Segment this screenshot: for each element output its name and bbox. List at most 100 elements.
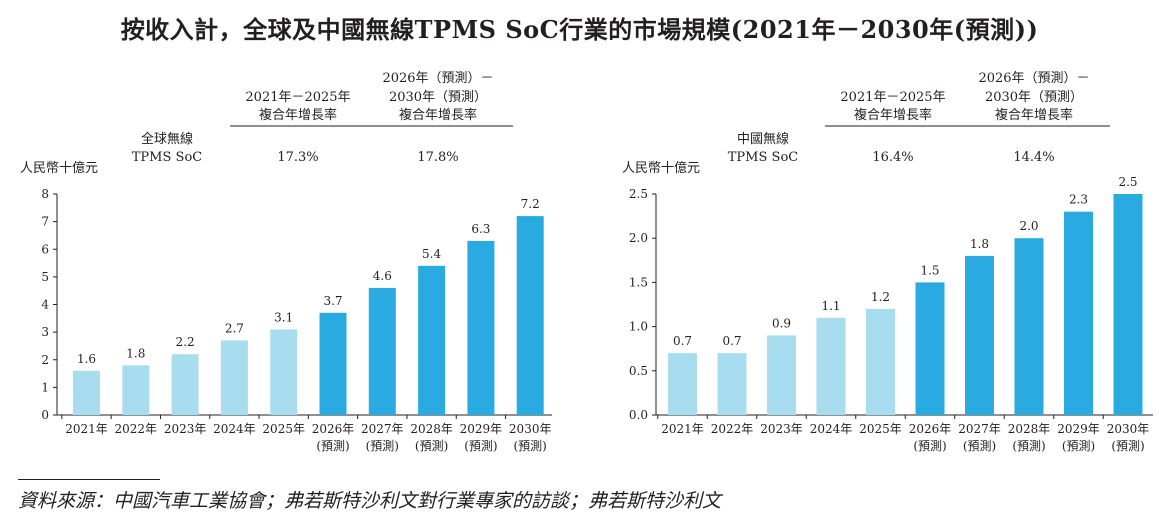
bar-2021年 (73, 370, 100, 415)
x-tick-label: 2026年 (909, 422, 952, 436)
bar-value-label: 3.7 (323, 294, 342, 308)
bar-value-label: 4.6 (373, 269, 392, 283)
bar-2024年 (220, 340, 248, 415)
x-tick-label: 2021年 (65, 422, 108, 436)
y-tick-label: 3 (41, 325, 49, 339)
bar-value-label: 6.3 (471, 222, 490, 236)
bar-2030年 (516, 216, 544, 415)
bar-2029年 (1064, 211, 1093, 415)
x-tick-label: 2027年 (361, 422, 404, 436)
segment-label-line2: TPMS SoC (132, 150, 202, 165)
y-tick-label: 0 (41, 408, 49, 422)
bar-2021年 (668, 353, 697, 415)
bar-2028年 (1014, 238, 1044, 415)
x-tick-label: 2021年 (661, 422, 704, 436)
cagr-header-period1-line2: 複合年增長率 (854, 107, 932, 123)
x-tick-label: 2025年 (859, 422, 902, 436)
x-tick-label: 2030年 (1107, 422, 1150, 436)
cagr-value-period1: 17.3% (277, 150, 318, 165)
segment-label-line1: 全球無線 (141, 131, 193, 147)
bar-2027年 (965, 255, 994, 415)
x-tick-label: 2028年 (410, 422, 453, 436)
bar-value-label: 0.9 (772, 316, 791, 330)
x-tick-label: 2029年 (460, 422, 503, 436)
cagr-header-period1-line2: 複合年增長率 (259, 107, 337, 123)
y-tick-label: 1.5 (629, 275, 648, 289)
bar-value-label: 1.5 (920, 263, 939, 277)
bar-value-label: 2.5 (1118, 175, 1137, 189)
bar-2023年 (171, 354, 199, 415)
x-tick-label: 2023年 (760, 422, 803, 436)
bar-value-label: 0.7 (722, 334, 741, 348)
bar-2023年 (767, 335, 796, 415)
y-axis-label: 人民幣十億元 (622, 160, 700, 176)
cagr-value-period2: 17.8% (417, 150, 458, 165)
y-tick-label: 1 (41, 380, 49, 394)
bar-2028年 (418, 265, 446, 415)
page-title: 按收入計，全球及中國無線TPMS SoC行業的市場規模(2021年－2030年(… (120, 15, 1039, 44)
x-tick-sublabel: (預測) (464, 439, 497, 453)
bar-2025年 (270, 329, 298, 415)
cagr-header-period2-line1: 2026年（預測）－ (978, 71, 1089, 86)
bar-2024年 (816, 317, 846, 415)
y-tick-label: 4 (41, 298, 49, 312)
cagr-header-period1-line1: 2021年－2025年 (245, 90, 350, 105)
y-tick-label: 6 (41, 242, 49, 256)
bar-2022年 (122, 365, 150, 415)
footnote-divider (18, 479, 160, 480)
bar-value-label: 1.1 (821, 299, 840, 313)
bar-value-label: 3.1 (274, 310, 293, 324)
segment-label-line1: 中國無線 (737, 131, 789, 147)
x-tick-sublabel: (預測) (963, 439, 996, 453)
x-tick-label: 2030年 (509, 422, 552, 436)
cagr-header-period2-line3: 複合年增長率 (995, 107, 1073, 123)
bar-2027年 (368, 287, 396, 415)
bar-value-label: 5.4 (422, 247, 441, 261)
bar-2022年 (717, 353, 747, 415)
y-tick-label: 7 (41, 215, 49, 229)
y-tick-label: 2 (41, 353, 49, 367)
x-tick-label: 2025年 (262, 422, 305, 436)
x-tick-label: 2027年 (958, 422, 1001, 436)
y-axis-label: 人民幣十億元 (20, 160, 98, 176)
bar-value-label: 2.7 (225, 321, 244, 335)
x-tick-sublabel: (預測) (913, 439, 946, 453)
bar-value-label: 1.2 (871, 290, 890, 304)
bar-2029年 (467, 240, 495, 415)
chart-china-market-size: 2026年（預測）－ 2030年（預測） 複合年增長率 2021年－2025年複合年增… (622, 71, 1153, 453)
x-tick-label: 2022年 (115, 422, 158, 436)
cagr-header-period2-line1: 2026年（預測）－ (382, 71, 493, 86)
x-tick-label: 2026年 (312, 422, 355, 436)
bar-value-label: 7.2 (521, 197, 540, 211)
bar-value-label: 2.3 (1069, 193, 1088, 207)
bar-2030年 (1113, 194, 1143, 415)
y-tick-label: 1.0 (629, 320, 648, 334)
x-tick-label: 2029年 (1057, 422, 1100, 436)
x-tick-label: 2023年 (164, 422, 207, 436)
bar-value-label: 1.8 (126, 346, 145, 360)
x-tick-sublabel: (預測) (316, 439, 349, 453)
x-tick-sublabel: (預測) (415, 439, 448, 453)
cagr-value-period2: 14.4% (1013, 150, 1054, 165)
cagr-header-period2-line2: 2030年（預測） (985, 90, 1083, 105)
cagr-header-period2-line2: 2030年（預測） (389, 90, 487, 105)
bar-value-label: 2.2 (176, 335, 195, 349)
source-note: 資料來源：中國汽車工業協會；弗若斯特沙利文對行業專家的訪談；弗若斯特沙利文 (18, 490, 722, 512)
x-tick-sublabel: (預測) (1111, 439, 1144, 453)
bar-value-label: 1.6 (77, 352, 96, 366)
bar-value-label: 1.8 (970, 237, 989, 251)
segment-label-line2: TPMS SoC (728, 150, 798, 165)
x-tick-label: 2024年 (810, 422, 853, 436)
bar-2026年 (915, 282, 945, 415)
cagr-header-period1-line1: 2021年－2025年 (840, 90, 945, 105)
x-tick-label: 2022年 (711, 422, 754, 436)
x-tick-label: 2024年 (213, 422, 256, 436)
bar-value-label: 2.0 (1019, 219, 1038, 233)
x-tick-sublabel: (預測) (366, 439, 399, 453)
cagr-header-period2-line3: 複合年增長率 (399, 107, 477, 123)
y-tick-label: 2.5 (629, 187, 648, 201)
y-tick-label: 8 (41, 187, 49, 201)
bar-2025年 (866, 308, 895, 415)
x-tick-sublabel: (預測) (1012, 439, 1045, 453)
y-tick-label: 5 (41, 270, 49, 284)
